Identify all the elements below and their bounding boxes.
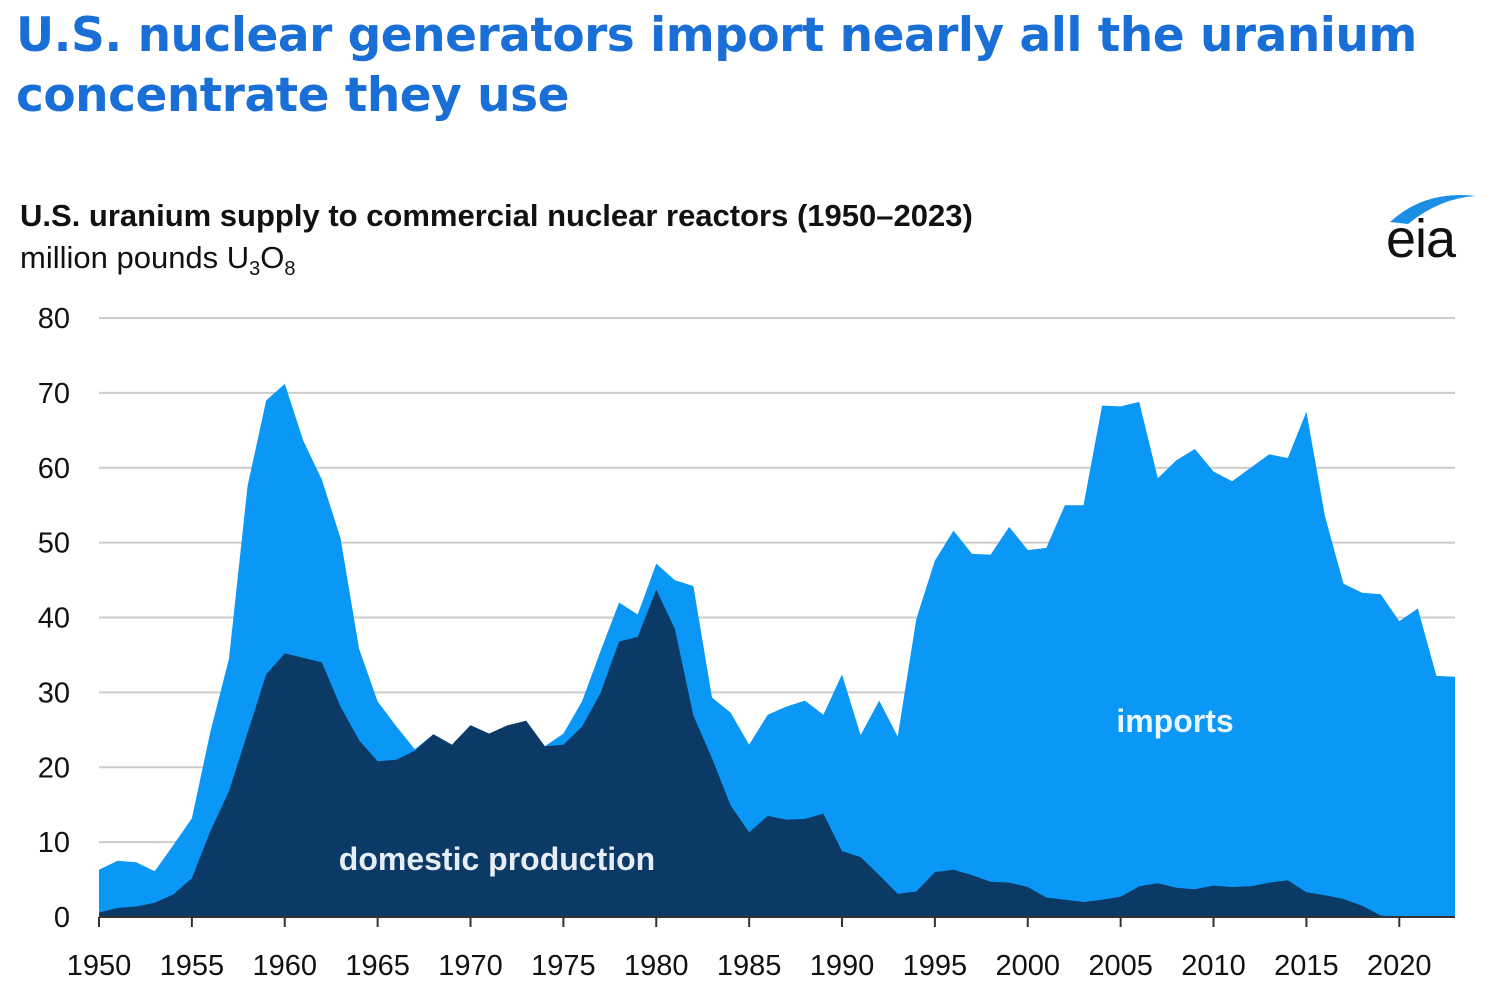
x-axis-ticks: 1950 1955 1960 1965 1970 1975 1980 1985 1990 1995… bbox=[67, 917, 1432, 982]
y-tick-label: 40 bbox=[38, 603, 70, 635]
x-tick-label: 1955 bbox=[160, 950, 225, 982]
eia-logo: eia bbox=[1380, 188, 1480, 272]
x-tick-label: 1970 bbox=[438, 950, 503, 982]
y-tick-label: 70 bbox=[38, 378, 70, 410]
x-tick-label: 1965 bbox=[345, 950, 410, 982]
x-tick-label: 2000 bbox=[996, 950, 1061, 982]
x-tick-label: 1980 bbox=[624, 950, 689, 982]
imports-label: imports bbox=[1116, 703, 1233, 739]
x-tick-label: 2020 bbox=[1367, 950, 1432, 982]
x-tick-label: 2010 bbox=[1181, 950, 1246, 982]
x-tick-label: 1995 bbox=[903, 950, 968, 982]
x-tick-label: 2015 bbox=[1274, 950, 1339, 982]
x-tick-label: 2005 bbox=[1088, 950, 1153, 982]
y-tick-label: 80 bbox=[38, 303, 70, 335]
y-tick-label: 50 bbox=[38, 528, 70, 560]
domestic-production-area bbox=[99, 589, 1455, 917]
x-tick-label: 1975 bbox=[531, 950, 596, 982]
y-tick-label: 60 bbox=[38, 453, 70, 485]
unit-subscript-2: 8 bbox=[284, 258, 296, 281]
y-tick-label: 30 bbox=[38, 677, 70, 709]
unit-subscript-1: 3 bbox=[249, 258, 261, 281]
y-tick-label: 20 bbox=[38, 752, 70, 784]
chart-unit-label: million pounds U3O8 bbox=[20, 240, 296, 281]
chart-title: U.S. uranium supply to commercial nuclea… bbox=[20, 198, 973, 233]
unit-mid: O bbox=[260, 240, 285, 275]
x-tick-label: 1950 bbox=[67, 950, 132, 982]
domestic-production-label: domestic production bbox=[339, 841, 655, 877]
y-axis-ticks: 0 10 20 30 40 50 60 70 80 bbox=[38, 303, 70, 934]
x-tick-label: 1985 bbox=[717, 950, 782, 982]
unit-prefix: million pounds U bbox=[20, 240, 250, 275]
y-tick-label: 0 bbox=[54, 902, 70, 934]
x-tick-label: 1960 bbox=[252, 950, 317, 982]
headline: U.S. nuclear generators import nearly al… bbox=[16, 8, 1417, 123]
y-tick-label: 10 bbox=[38, 827, 70, 859]
eia-logo-text: eia bbox=[1386, 209, 1456, 269]
eia-logo-swoosh-icon bbox=[1390, 195, 1476, 224]
x-tick-label: 1990 bbox=[810, 950, 875, 982]
